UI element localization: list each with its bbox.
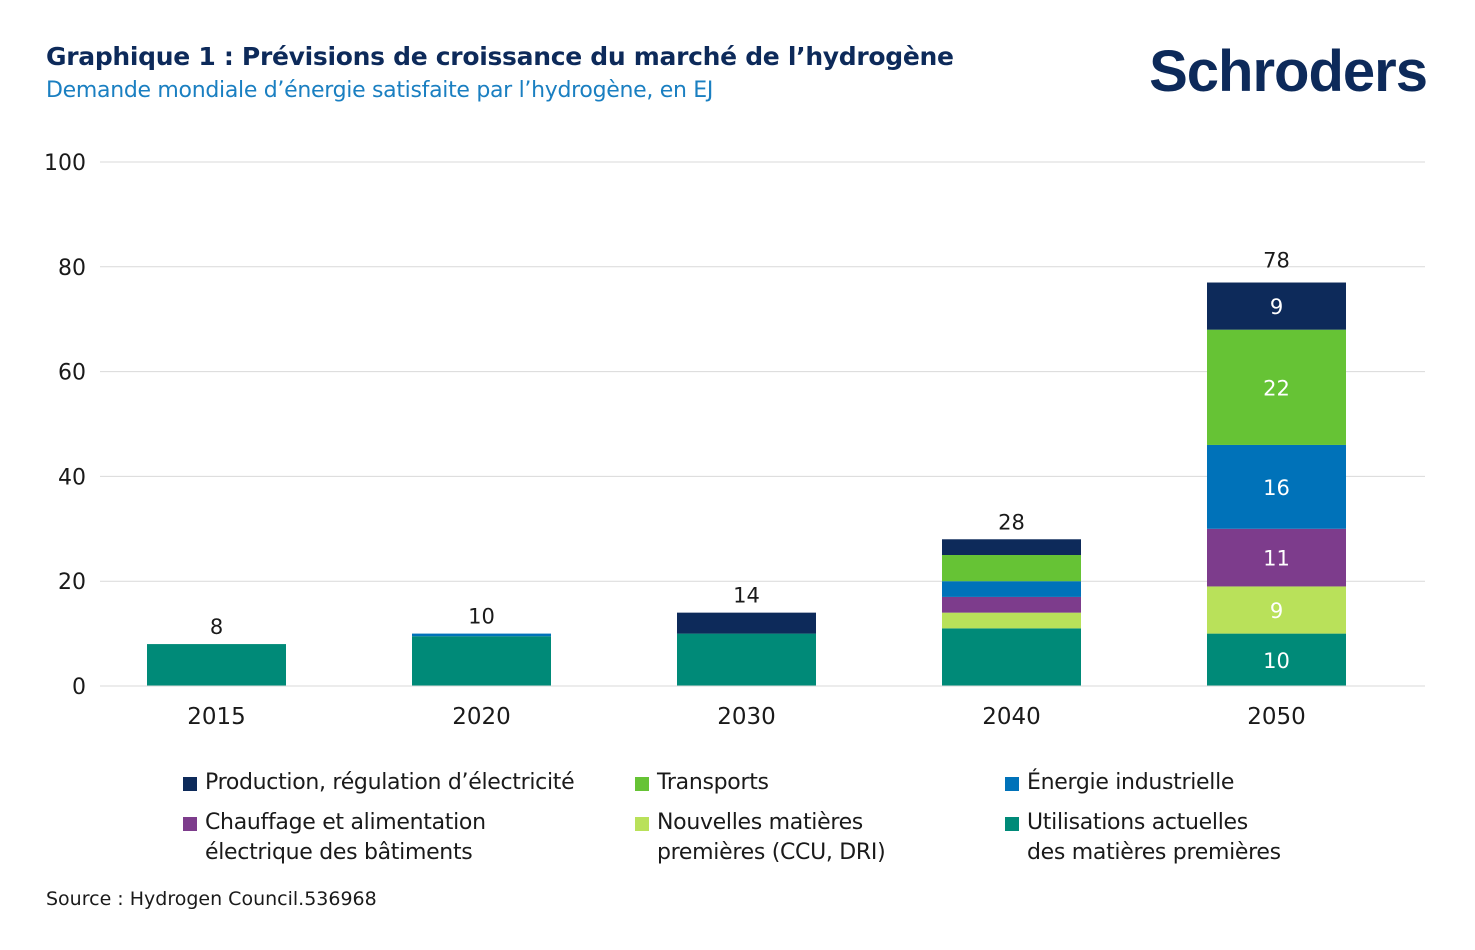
legend-label: Transports bbox=[657, 770, 769, 795]
bar-segment-2030-5 bbox=[677, 612, 816, 634]
legend-item: Utilisations actuelles des matières prem… bbox=[1005, 808, 1281, 868]
chart-subtitle: Demande mondiale d’énergie satisfaite pa… bbox=[46, 78, 714, 103]
bar-segment-2050-1 bbox=[1207, 586, 1346, 634]
bar-segment-2040-5 bbox=[942, 539, 1081, 555]
legend-swatch bbox=[1005, 777, 1019, 791]
bar-segment-2020-0 bbox=[412, 636, 551, 686]
segment-value-label: 11 bbox=[1263, 547, 1290, 571]
y-tick-label: 100 bbox=[44, 151, 86, 176]
legend-item: Chauffage et alimentation électrique des… bbox=[183, 808, 486, 868]
bar-total-label: 10 bbox=[468, 605, 495, 629]
bar-segment-2050-4 bbox=[1207, 329, 1346, 445]
bar-segment-2050-3 bbox=[1207, 444, 1346, 529]
legend-label: Énergie industrielle bbox=[1027, 770, 1235, 795]
bar-segment-2020-3 bbox=[412, 633, 551, 637]
x-tick-label: 2030 bbox=[717, 704, 776, 730]
bar-segment-2040-1 bbox=[942, 612, 1081, 629]
bar-segment-2040-2 bbox=[942, 596, 1081, 613]
x-tick-label: 2020 bbox=[452, 704, 511, 730]
legend-label: Chauffage et alimentation électrique des… bbox=[205, 810, 486, 865]
segment-value-label: 9 bbox=[1270, 599, 1283, 623]
legend-item: Transports bbox=[635, 768, 769, 798]
y-tick-label: 0 bbox=[72, 675, 86, 700]
bar-total-label: 78 bbox=[1263, 248, 1290, 272]
bar-segment-2050-2 bbox=[1207, 528, 1346, 587]
y-tick-label: 20 bbox=[58, 570, 86, 595]
x-tick-label: 2015 bbox=[187, 704, 246, 730]
y-tick-label: 60 bbox=[58, 361, 86, 386]
legend-swatch bbox=[635, 777, 649, 791]
segment-value-label: 16 bbox=[1263, 476, 1290, 500]
legend-label: Nouvelles matières premières (CCU, DRI) bbox=[657, 810, 886, 865]
legend-swatch bbox=[635, 817, 649, 831]
segment-value-label: 9 bbox=[1270, 295, 1283, 319]
bar-segment-2040-3 bbox=[942, 581, 1081, 597]
legend-swatch bbox=[183, 777, 197, 791]
legend-item: Énergie industrielle bbox=[1005, 768, 1234, 798]
bar-segment-2050-5 bbox=[1207, 282, 1346, 330]
y-tick-label: 80 bbox=[58, 256, 86, 281]
bar-total-label: 8 bbox=[210, 615, 223, 639]
chart-title: Graphique 1 : Prévisions de croissance d… bbox=[46, 42, 954, 71]
segment-value-label: 10 bbox=[1263, 649, 1290, 673]
x-tick-label: 2040 bbox=[982, 704, 1041, 730]
y-tick-label: 40 bbox=[58, 465, 86, 490]
bar-total-label: 14 bbox=[733, 584, 760, 608]
stacked-bar-chart: 0204060801008201510202014203028204010911… bbox=[44, 151, 1425, 730]
legend-label: Utilisations actuelles des matières prem… bbox=[1027, 810, 1281, 865]
bar-segment-2040-4 bbox=[942, 555, 1081, 582]
schroders-logo: Schroders bbox=[1149, 39, 1428, 104]
segment-value-label: 22 bbox=[1263, 376, 1290, 400]
bar-segment-2050-0 bbox=[1207, 633, 1346, 686]
legend-swatch bbox=[1005, 817, 1019, 831]
bar-segment-2015-0 bbox=[147, 644, 286, 686]
bar-total-label: 28 bbox=[998, 510, 1025, 534]
bar-segment-2030-0 bbox=[677, 633, 816, 686]
legend-item: Production, régulation d’électricité bbox=[183, 768, 575, 798]
legend-swatch bbox=[183, 817, 197, 831]
legend-item: Nouvelles matières premières (CCU, DRI) bbox=[635, 808, 886, 868]
x-tick-label: 2050 bbox=[1247, 704, 1306, 730]
legend-label: Production, régulation d’électricité bbox=[205, 770, 575, 795]
source-note: Source : Hydrogen Council.536968 bbox=[46, 888, 377, 910]
bar-segment-2040-0 bbox=[942, 628, 1081, 686]
